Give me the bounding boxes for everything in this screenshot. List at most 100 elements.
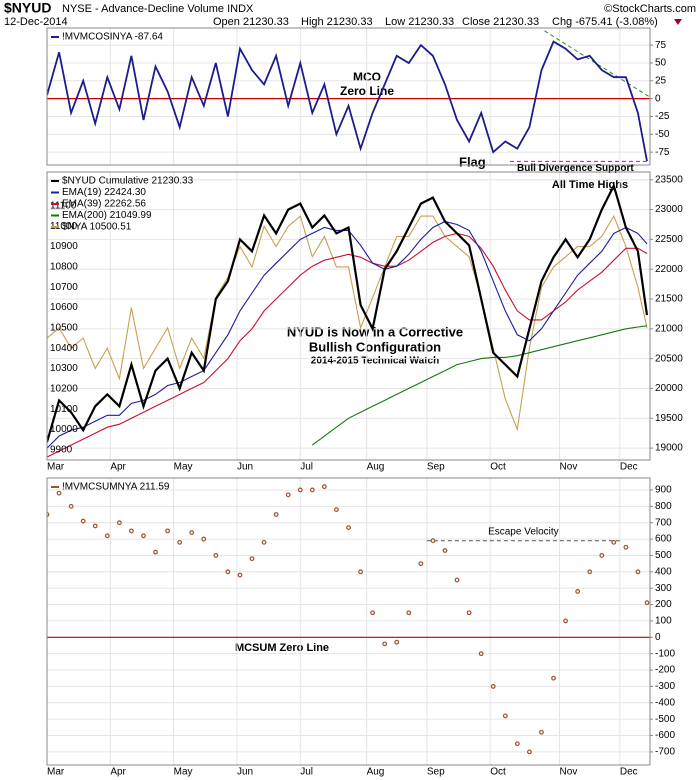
x-tick-label: Jul: [300, 462, 313, 473]
series-line: [47, 182, 649, 443]
y-tick-label: 700: [655, 517, 672, 528]
dot: [129, 528, 134, 534]
dot: [382, 641, 388, 647]
legend-label: $NYA 10500.51: [62, 222, 132, 233]
source: ©StockCharts.com: [604, 3, 696, 15]
y2-tick-label: 10300: [50, 363, 78, 374]
dot: [80, 518, 86, 524]
y2-tick-label: 10600: [50, 302, 78, 313]
legend-label: $NYUD Cumulative 21230.33: [62, 176, 194, 187]
panel: [47, 28, 650, 165]
y-tick-label: 400: [655, 566, 672, 577]
y2-tick-label: 10700: [50, 282, 78, 293]
dot: [587, 569, 593, 575]
high: High 21230.33: [301, 16, 373, 28]
dot: [237, 572, 243, 578]
annotation: All Time Highs: [552, 179, 628, 191]
y-tick-label: 900: [655, 485, 672, 496]
y2-tick-label: 10800: [50, 262, 78, 273]
dot: [297, 487, 303, 493]
dot: [442, 548, 448, 553]
panel-frame: [46, 477, 651, 766]
legend-label: !MVMCOSINYA -87.64: [62, 32, 163, 43]
x-tick-label: Oct: [490, 462, 506, 473]
y2-tick-label: 11000: [50, 221, 78, 232]
annotation: Bullish Configuration: [309, 339, 441, 354]
y-tick-label: 0: [655, 632, 661, 643]
dot: [370, 610, 376, 616]
x-tick-label: Apr: [110, 462, 126, 473]
y2-tick-label: 9900: [50, 444, 73, 455]
y-tick-label: 0: [655, 93, 661, 104]
series-line: [311, 325, 648, 446]
x-tick-label: Mar: [47, 767, 65, 778]
y-tick-label: -400: [655, 697, 675, 708]
x-tick-label: Jun: [237, 767, 253, 778]
y2-tick-label: 10900: [50, 241, 78, 252]
dot: [502, 713, 508, 719]
series-line: [47, 214, 648, 432]
y-tick-label: -500: [655, 714, 675, 725]
x-tick-label: May: [174, 767, 193, 778]
y-tick-label: 50: [655, 58, 667, 69]
dot: [514, 741, 520, 747]
dot: [551, 675, 556, 681]
y2-tick-label: 10000: [50, 424, 78, 435]
dot: [635, 569, 641, 575]
dot: [321, 484, 327, 490]
down-arrow: [674, 19, 682, 25]
y-tick-label: 200: [655, 599, 672, 610]
y-tick-label: -100: [655, 648, 675, 659]
dot: [92, 523, 98, 529]
y-tick-label: 25: [655, 75, 667, 86]
y-tick-label: 600: [655, 534, 672, 545]
y-tick-label: -25: [655, 111, 670, 122]
dot: [165, 528, 171, 534]
close: Close 21230.33: [462, 16, 539, 28]
y-tick-label: 100: [655, 616, 672, 627]
x-tick-label: Jul: [300, 767, 313, 778]
x-tick-label: Nov: [560, 767, 578, 778]
dot: [285, 492, 291, 498]
legend-label: EMA(19) 22424.30: [62, 187, 146, 198]
annotation: MCSUM Zero Line: [235, 642, 329, 654]
y-tick-label: 22500: [655, 234, 683, 245]
panel-frame: [46, 171, 651, 461]
dot: [201, 536, 207, 542]
dot: [177, 539, 183, 545]
y-tick-label: 21000: [655, 323, 683, 334]
y-tick-label: -300: [655, 681, 675, 692]
dot: [261, 539, 267, 545]
x-tick-label: Oct: [490, 767, 506, 778]
legend-label: !MVMCSUMNYA 211.59: [62, 482, 170, 493]
dot: [575, 589, 581, 594]
dot: [358, 569, 363, 575]
dot: [153, 549, 158, 555]
dot: [309, 487, 315, 493]
annotation: Bull Divergence Support: [517, 163, 634, 174]
y-tick-label: -700: [655, 747, 675, 758]
dot: [490, 684, 496, 689]
x-tick-label: Dec: [620, 462, 638, 473]
dot: [611, 539, 617, 545]
series-line: [47, 40, 648, 162]
y-tick-label: -50: [655, 129, 670, 140]
x-tick-label: Mar: [47, 462, 65, 473]
y2-tick-label: 11100: [50, 201, 77, 212]
panel: [47, 172, 650, 460]
legend-label: EMA(39) 22262.56: [62, 199, 146, 210]
y-tick-label: 19000: [655, 443, 683, 454]
y2-tick-label: 10400: [50, 343, 78, 354]
legend-label: EMA(200) 21049.99: [62, 210, 152, 221]
dot: [68, 503, 74, 509]
dot: [430, 538, 436, 544]
x-tick-label: Aug: [367, 462, 385, 473]
x-tick-label: Jun: [237, 462, 253, 473]
dot: [466, 610, 472, 616]
low: Low 21230.33: [385, 16, 454, 28]
symbol: $NYUD: [4, 0, 51, 16]
dot: [225, 569, 231, 575]
y-tick-label: 21500: [655, 294, 683, 305]
